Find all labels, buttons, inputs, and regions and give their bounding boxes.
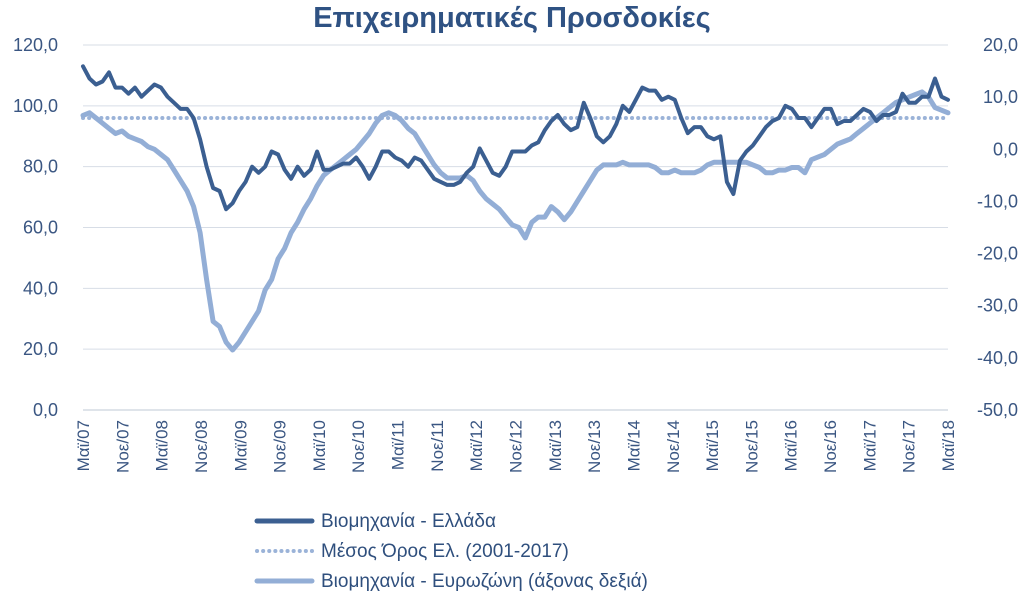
- x-tick-label: Νοε/09: [271, 420, 290, 473]
- right-tick-label: 0,0: [993, 139, 1018, 159]
- right-tick-label: -10,0: [977, 191, 1018, 211]
- x-tick-label: Μαϊ/12: [467, 420, 486, 471]
- x-tick-label: Νοε/08: [192, 420, 211, 473]
- right-tick-label: -40,0: [977, 348, 1018, 368]
- x-tick-label: Νοε/11: [428, 420, 447, 472]
- series-layer: [80, 64, 951, 353]
- right-tick-label: 20,0: [983, 35, 1018, 55]
- x-tick-label: Μαϊ/18: [939, 420, 958, 471]
- x-tick-label: Νοε/14: [664, 420, 683, 473]
- left-tick-label: 0,0: [33, 400, 58, 420]
- left-tick-label: 100,0: [13, 96, 58, 116]
- right-y-axis: -50,0 -40,0 -30,0 -20,0 -10,0 0,0 10,0 20,0: [977, 35, 1018, 420]
- chart-title: Επιχειρηματικές Προσδοκίες: [313, 2, 711, 34]
- right-tick-label: -30,0: [977, 296, 1018, 316]
- series-line-1: [81, 64, 950, 212]
- x-tick-label: Μαϊ/13: [546, 420, 565, 471]
- right-tick-label: -50,0: [977, 400, 1018, 420]
- x-tick-label: Νοε/16: [821, 420, 840, 473]
- x-tick-label: Μαϊ/14: [624, 420, 643, 471]
- x-tick-label: Μαϊ/11: [389, 420, 408, 470]
- left-tick-label: 60,0: [23, 218, 58, 238]
- x-tick-label: Μαϊ/08: [153, 420, 172, 471]
- legend-label-1: Βιομηχανία - Ελλάδα: [321, 511, 496, 532]
- right-tick-label: 10,0: [983, 87, 1018, 107]
- x-tick-label: Νοε/15: [742, 420, 761, 473]
- left-tick-label: 40,0: [23, 278, 58, 298]
- x-tick-label: Μαϊ/10: [310, 420, 329, 471]
- x-tick-label: Μαϊ/16: [782, 420, 801, 471]
- x-axis: Μαϊ/07 Νοε/07 Μαϊ/08 Νοε/08 Μαϊ/09 Νοε/09 Μαϊ/…: [74, 409, 958, 473]
- x-tick-label: Νοε/13: [585, 420, 604, 473]
- right-tick-label: -20,0: [977, 244, 1018, 264]
- x-tick-label: Νοε/12: [507, 420, 526, 473]
- left-tick-label: 80,0: [23, 157, 58, 177]
- x-tick-label: Μαϊ/15: [703, 420, 722, 471]
- x-tick-label: Νοε/10: [349, 420, 368, 473]
- left-tick-label: 120,0: [13, 35, 58, 55]
- x-tick-label: Μαϊ/17: [860, 420, 879, 471]
- left-tick-label: 20,0: [23, 339, 58, 359]
- series-line-3: [80, 89, 951, 353]
- x-tick-label: Νοε/07: [113, 420, 132, 473]
- x-tick-label: Μαϊ/07: [74, 420, 93, 471]
- x-tick-label: Νοε/17: [900, 420, 919, 473]
- legend-label-3: Βιομηχανία - Ευρωζώνη (άξονας δεξιά): [321, 571, 648, 592]
- legend-label-2: Μέσος Όρος Ελ. (2001-2017): [321, 541, 569, 562]
- x-tick-label: Μαϊ/09: [231, 420, 250, 471]
- left-y-axis: 0,0 20,0 40,0 60,0 80,0 100,0 120,0: [13, 35, 58, 420]
- legend: Βιομηχανία - Ελλάδα Μέσος Όρος Ελ. (2001-…: [254, 511, 648, 592]
